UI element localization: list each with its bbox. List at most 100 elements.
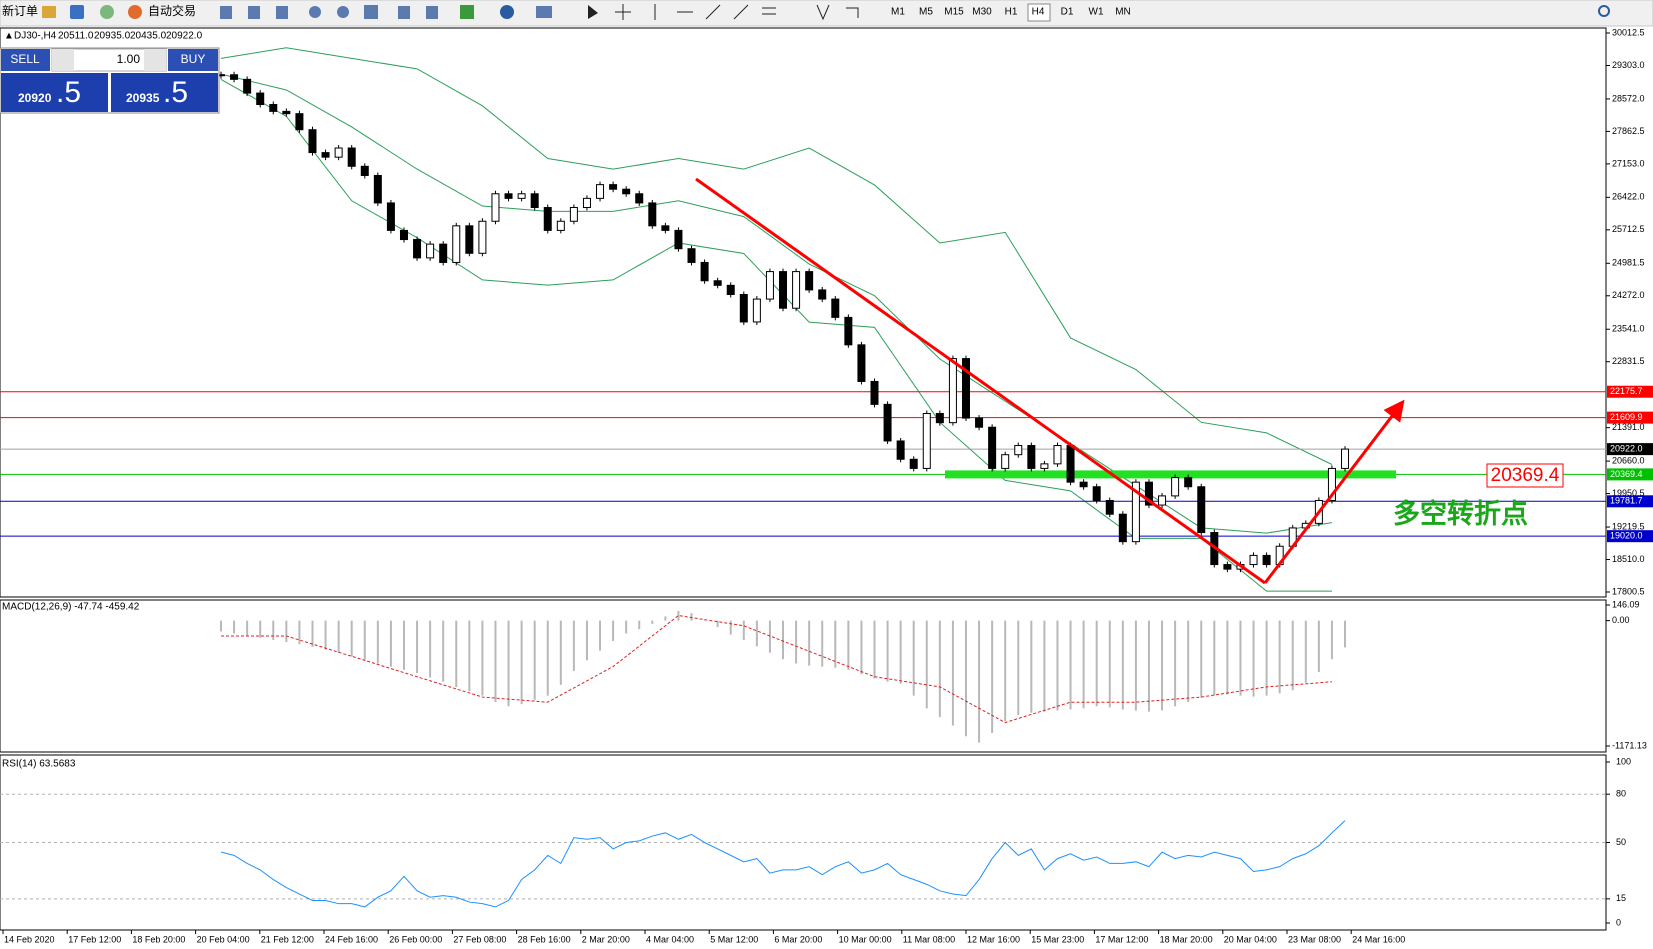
icon[interactable] bbox=[42, 6, 56, 18]
time-label: 18 Mar 20:00 bbox=[1160, 934, 1213, 944]
candle bbox=[857, 344, 866, 382]
timeframe-button[interactable]: M1 bbox=[891, 7, 905, 18]
up-trend-arrow bbox=[1263, 399, 1405, 584]
icon[interactable] bbox=[309, 6, 321, 18]
icon[interactable] bbox=[536, 6, 552, 18]
candle bbox=[1249, 554, 1258, 566]
volume[interactable]: 1.00 bbox=[117, 52, 141, 66]
icon[interactable] bbox=[733, 4, 749, 20]
tool-icons bbox=[220, 4, 859, 21]
icon[interactable] bbox=[337, 6, 349, 18]
main-chart bbox=[0, 27, 1607, 598]
icon[interactable] bbox=[846, 7, 859, 18]
buy-label[interactable]: BUY bbox=[181, 52, 206, 66]
rsi-line bbox=[220, 820, 1346, 908]
candle bbox=[896, 440, 905, 460]
candle bbox=[321, 152, 330, 158]
icon[interactable] bbox=[762, 7, 776, 15]
ask-box[interactable] bbox=[111, 73, 218, 112]
level-label: 19020.0 bbox=[1610, 531, 1643, 541]
price-tick-label: 24981.5 bbox=[1612, 258, 1645, 268]
candle bbox=[347, 147, 356, 167]
candle bbox=[426, 243, 435, 259]
bid-box[interactable] bbox=[1, 73, 108, 112]
price-tick-label: 30012.5 bbox=[1612, 27, 1645, 37]
candle bbox=[295, 113, 304, 131]
icon[interactable] bbox=[276, 6, 288, 19]
price-tick-label: 24272.0 bbox=[1612, 290, 1645, 300]
toolbar bbox=[0, 0, 1653, 27]
ask-big: 20935 bbox=[126, 91, 160, 105]
icon[interactable] bbox=[364, 5, 378, 19]
icon[interactable] bbox=[398, 6, 410, 19]
candle bbox=[752, 298, 761, 323]
rsi-scale-label: 15 bbox=[1616, 893, 1626, 903]
timeframe-button[interactable]: M15 bbox=[944, 7, 964, 18]
icon[interactable] bbox=[816, 4, 830, 21]
icon[interactable] bbox=[500, 5, 514, 19]
time-label: 4 Mar 04:00 bbox=[646, 934, 694, 944]
timeframe-button[interactable]: MN bbox=[1115, 7, 1131, 18]
timeframe-button[interactable]: M30 bbox=[972, 7, 992, 18]
sell-button[interactable] bbox=[1, 49, 50, 71]
candle bbox=[1341, 448, 1350, 469]
timeframe-button[interactable]: W1 bbox=[1089, 7, 1104, 18]
rsi-scale-label: 100 bbox=[1616, 756, 1631, 766]
price-tick-label: 22831.5 bbox=[1612, 356, 1645, 366]
time-label: 20 Feb 04:00 bbox=[197, 934, 250, 944]
candle bbox=[1105, 499, 1114, 515]
icon[interactable] bbox=[220, 6, 232, 19]
plot: 30012.5 29303.0 28572.0 27862.5 27153.0 26422… bbox=[0, 27, 1653, 944]
icon[interactable] bbox=[248, 6, 260, 19]
macd-scale-label: 0.00 bbox=[1612, 615, 1630, 625]
timeframe-button[interactable]: H1 bbox=[1005, 7, 1018, 18]
level-label: 21609.9 bbox=[1610, 412, 1643, 422]
candle bbox=[386, 202, 395, 231]
timeframe-button[interactable]: D1 bbox=[1061, 7, 1074, 18]
turning-point-note: 多空转折点 bbox=[1393, 498, 1528, 529]
level-label-bg bbox=[1607, 385, 1653, 398]
candle bbox=[282, 110, 291, 115]
candle bbox=[556, 220, 565, 231]
candle bbox=[1131, 481, 1140, 543]
timeframe-button[interactable]: H4 bbox=[1032, 7, 1045, 18]
icon[interactable] bbox=[128, 5, 142, 19]
search-icon[interactable] bbox=[1598, 5, 1610, 17]
volume-down[interactable] bbox=[52, 49, 74, 71]
new-order-button[interactable]: 新订单 bbox=[2, 3, 38, 18]
symbol-header: DJ30-,H4 20511.0 20935.0 20435.0 20922.0 bbox=[14, 31, 203, 42]
icon[interactable] bbox=[705, 4, 721, 20]
icon[interactable] bbox=[426, 6, 438, 19]
candle bbox=[661, 225, 670, 231]
candle bbox=[792, 271, 801, 309]
icon[interactable] bbox=[588, 5, 598, 19]
candle bbox=[360, 165, 369, 176]
buy-button[interactable] bbox=[168, 49, 218, 71]
candle bbox=[609, 184, 618, 190]
icon[interactable] bbox=[70, 5, 84, 19]
timeframe-button[interactable]: M5 bbox=[919, 7, 933, 18]
volume-up[interactable] bbox=[144, 49, 166, 71]
icon[interactable] bbox=[460, 5, 474, 19]
icon[interactable] bbox=[615, 4, 631, 20]
auto-trading-button[interactable]: 自动交易 bbox=[148, 3, 196, 18]
level-label: 19781.7 bbox=[1610, 496, 1643, 506]
candle bbox=[765, 271, 774, 300]
candle bbox=[726, 284, 735, 295]
icon[interactable] bbox=[100, 5, 114, 19]
candle bbox=[230, 74, 239, 80]
level-label: 20369.4 bbox=[1610, 469, 1643, 479]
candle bbox=[1066, 445, 1075, 483]
level-label: 22175.7 bbox=[1610, 386, 1643, 396]
trade-panel: SELL 1.00 BUY 20920 .5 20935 .5 bbox=[0, 47, 220, 114]
level-label-bg bbox=[1607, 468, 1653, 481]
price-tick-label: 17800.5 bbox=[1612, 586, 1645, 596]
time-label: 14 Feb 2020 bbox=[4, 934, 55, 944]
candle bbox=[399, 229, 408, 241]
sell-label[interactable]: SELL bbox=[10, 52, 40, 66]
candle bbox=[1158, 495, 1167, 506]
price-tick-label: 19219.5 bbox=[1612, 521, 1645, 531]
candle bbox=[569, 207, 578, 222]
low-price: 20435.0 bbox=[130, 31, 167, 42]
